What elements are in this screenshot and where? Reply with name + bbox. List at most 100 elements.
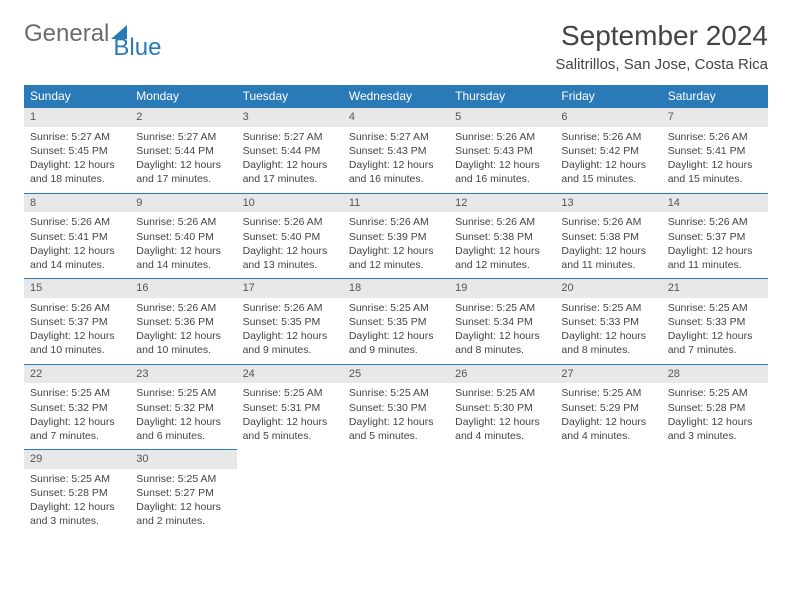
daylight-text: and 17 minutes. [243, 172, 337, 186]
sunrise-text: Sunrise: 5:25 AM [455, 386, 549, 400]
daylight-text: and 18 minutes. [30, 172, 124, 186]
daylight-text: Daylight: 12 hours [136, 500, 230, 514]
sunset-text: Sunset: 5:33 PM [561, 315, 655, 329]
daylight-text: Daylight: 12 hours [561, 415, 655, 429]
calendar-cell: 21Sunrise: 5:25 AMSunset: 5:33 PMDayligh… [662, 278, 768, 364]
calendar-cell: 22Sunrise: 5:25 AMSunset: 5:32 PMDayligh… [24, 364, 130, 450]
day-number: 8 [24, 193, 130, 213]
day-details: Sunrise: 5:26 AMSunset: 5:37 PMDaylight:… [24, 298, 130, 364]
daylight-text: and 6 minutes. [136, 429, 230, 443]
day-header-row: Sunday Monday Tuesday Wednesday Thursday… [24, 85, 768, 107]
dayheader-thursday: Thursday [449, 85, 555, 107]
daylight-text: and 11 minutes. [561, 258, 655, 272]
day-number: 6 [555, 107, 661, 127]
calendar-cell: 30Sunrise: 5:25 AMSunset: 5:27 PMDayligh… [130, 449, 236, 535]
day-details: Sunrise: 5:25 AMSunset: 5:34 PMDaylight:… [449, 298, 555, 364]
dayheader-friday: Friday [555, 85, 661, 107]
dayheader-monday: Monday [130, 85, 236, 107]
day-details: Sunrise: 5:25 AMSunset: 5:32 PMDaylight:… [130, 383, 236, 449]
calendar-cell: 13Sunrise: 5:26 AMSunset: 5:38 PMDayligh… [555, 193, 661, 279]
daylight-text: Daylight: 12 hours [30, 329, 124, 343]
day-number: 3 [237, 107, 343, 127]
sunset-text: Sunset: 5:35 PM [243, 315, 337, 329]
sunrise-text: Sunrise: 5:26 AM [30, 301, 124, 315]
daylight-text: and 8 minutes. [561, 343, 655, 357]
calendar-cell: 18Sunrise: 5:25 AMSunset: 5:35 PMDayligh… [343, 278, 449, 364]
calendar-row: 15Sunrise: 5:26 AMSunset: 5:37 PMDayligh… [24, 278, 768, 364]
dayheader-sunday: Sunday [24, 85, 130, 107]
daylight-text: Daylight: 12 hours [561, 158, 655, 172]
calendar-row: 22Sunrise: 5:25 AMSunset: 5:32 PMDayligh… [24, 364, 768, 450]
daylight-text: Daylight: 12 hours [30, 158, 124, 172]
day-number: 15 [24, 278, 130, 298]
calendar-cell: 1Sunrise: 5:27 AMSunset: 5:45 PMDaylight… [24, 107, 130, 193]
day-number: 14 [662, 193, 768, 213]
brand-part2: Blue [113, 34, 161, 62]
day-number: 4 [343, 107, 449, 127]
day-number: 23 [130, 364, 236, 384]
day-number: 18 [343, 278, 449, 298]
sunset-text: Sunset: 5:38 PM [561, 230, 655, 244]
sunrise-text: Sunrise: 5:25 AM [561, 386, 655, 400]
calendar-row: 1Sunrise: 5:27 AMSunset: 5:45 PMDaylight… [24, 107, 768, 193]
day-number: 10 [237, 193, 343, 213]
daylight-text: Daylight: 12 hours [668, 415, 762, 429]
sunset-text: Sunset: 5:34 PM [455, 315, 549, 329]
day-number: 26 [449, 364, 555, 384]
day-number: 11 [343, 193, 449, 213]
calendar-cell: 5Sunrise: 5:26 AMSunset: 5:43 PMDaylight… [449, 107, 555, 193]
brand-logo: General Blue [24, 20, 161, 48]
day-number: 7 [662, 107, 768, 127]
daylight-text: Daylight: 12 hours [455, 158, 549, 172]
daylight-text: and 5 minutes. [243, 429, 337, 443]
sunrise-text: Sunrise: 5:25 AM [30, 386, 124, 400]
daylight-text: and 9 minutes. [243, 343, 337, 357]
day-details: Sunrise: 5:27 AMSunset: 5:43 PMDaylight:… [343, 127, 449, 193]
sunset-text: Sunset: 5:43 PM [455, 144, 549, 158]
daylight-text: Daylight: 12 hours [349, 415, 443, 429]
day-details: Sunrise: 5:26 AMSunset: 5:40 PMDaylight:… [130, 212, 236, 278]
sunset-text: Sunset: 5:30 PM [349, 401, 443, 415]
day-details: Sunrise: 5:25 AMSunset: 5:33 PMDaylight:… [555, 298, 661, 364]
sunrise-text: Sunrise: 5:25 AM [30, 472, 124, 486]
daylight-text: Daylight: 12 hours [455, 329, 549, 343]
calendar-cell: 28Sunrise: 5:25 AMSunset: 5:28 PMDayligh… [662, 364, 768, 450]
day-details: Sunrise: 5:26 AMSunset: 5:35 PMDaylight:… [237, 298, 343, 364]
day-number: 20 [555, 278, 661, 298]
day-details: Sunrise: 5:26 AMSunset: 5:42 PMDaylight:… [555, 127, 661, 193]
daylight-text: and 10 minutes. [30, 343, 124, 357]
sunrise-text: Sunrise: 5:26 AM [136, 301, 230, 315]
sunrise-text: Sunrise: 5:25 AM [349, 301, 443, 315]
brand-part1: General [24, 20, 109, 48]
sunset-text: Sunset: 5:37 PM [30, 315, 124, 329]
calendar-cell: 29Sunrise: 5:25 AMSunset: 5:28 PMDayligh… [24, 449, 130, 535]
day-details: Sunrise: 5:25 AMSunset: 5:27 PMDaylight:… [130, 469, 236, 535]
sunset-text: Sunset: 5:31 PM [243, 401, 337, 415]
sunrise-text: Sunrise: 5:25 AM [243, 386, 337, 400]
daylight-text: Daylight: 12 hours [349, 244, 443, 258]
day-details: Sunrise: 5:26 AMSunset: 5:37 PMDaylight:… [662, 212, 768, 278]
daylight-text: and 3 minutes. [30, 514, 124, 528]
day-details: Sunrise: 5:25 AMSunset: 5:31 PMDaylight:… [237, 383, 343, 449]
calendar-cell: ..... [555, 449, 661, 535]
calendar-cell: 25Sunrise: 5:25 AMSunset: 5:30 PMDayligh… [343, 364, 449, 450]
sunset-text: Sunset: 5:32 PM [30, 401, 124, 415]
daylight-text: Daylight: 12 hours [349, 158, 443, 172]
calendar-cell: ..... [662, 449, 768, 535]
daylight-text: and 2 minutes. [136, 514, 230, 528]
day-details: Sunrise: 5:27 AMSunset: 5:44 PMDaylight:… [130, 127, 236, 193]
calendar-cell: 15Sunrise: 5:26 AMSunset: 5:37 PMDayligh… [24, 278, 130, 364]
sunset-text: Sunset: 5:36 PM [136, 315, 230, 329]
daylight-text: and 7 minutes. [30, 429, 124, 443]
day-details: Sunrise: 5:25 AMSunset: 5:30 PMDaylight:… [449, 383, 555, 449]
day-number: 25 [343, 364, 449, 384]
day-number: 9 [130, 193, 236, 213]
calendar-cell: 24Sunrise: 5:25 AMSunset: 5:31 PMDayligh… [237, 364, 343, 450]
calendar-cell: 7Sunrise: 5:26 AMSunset: 5:41 PMDaylight… [662, 107, 768, 193]
sunrise-text: Sunrise: 5:27 AM [349, 130, 443, 144]
day-details: Sunrise: 5:25 AMSunset: 5:28 PMDaylight:… [662, 383, 768, 449]
daylight-text: Daylight: 12 hours [561, 329, 655, 343]
sunrise-text: Sunrise: 5:25 AM [136, 472, 230, 486]
daylight-text: Daylight: 12 hours [136, 244, 230, 258]
calendar-cell: 14Sunrise: 5:26 AMSunset: 5:37 PMDayligh… [662, 193, 768, 279]
